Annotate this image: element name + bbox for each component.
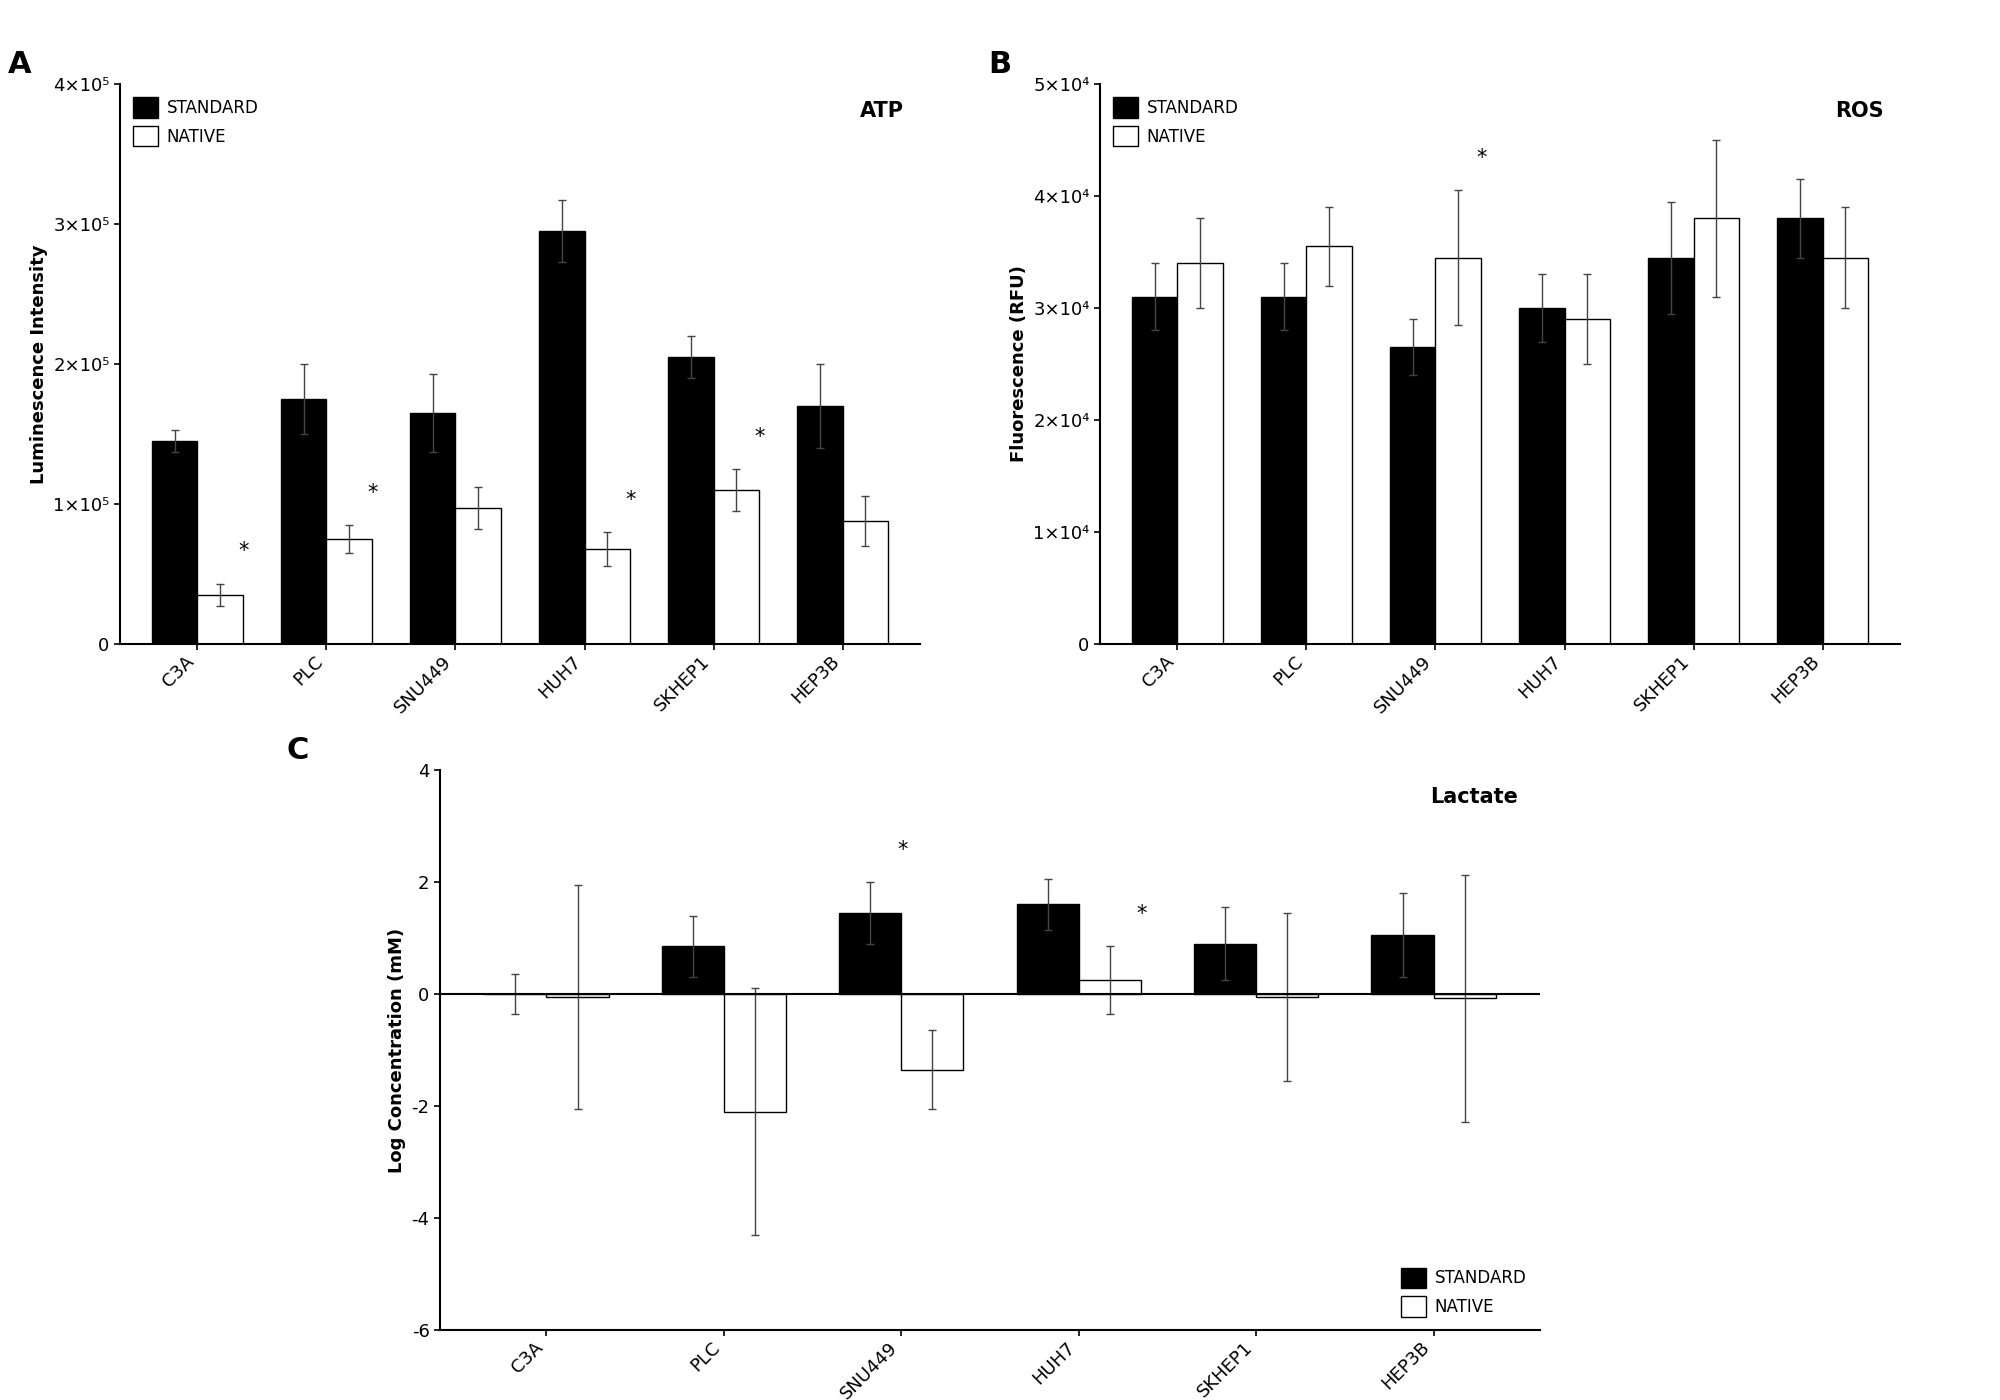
Bar bbox=[152, 441, 198, 644]
Bar bbox=[1564, 319, 1610, 644]
Legend: STANDARD, NATIVE: STANDARD, NATIVE bbox=[1108, 92, 1244, 151]
Text: *: * bbox=[238, 542, 248, 561]
Bar bbox=[1436, 258, 1480, 644]
Text: *: * bbox=[368, 483, 378, 503]
Text: B: B bbox=[988, 50, 1012, 80]
Y-axis label: Log Concentration (mM): Log Concentration (mM) bbox=[388, 927, 406, 1173]
Bar bbox=[1648, 258, 1694, 644]
Bar bbox=[1178, 263, 1222, 644]
Bar bbox=[798, 406, 842, 644]
Bar bbox=[1778, 218, 1822, 644]
Bar bbox=[724, 994, 786, 1112]
Text: *: * bbox=[896, 840, 908, 860]
Bar bbox=[1132, 297, 1178, 644]
Text: A: A bbox=[8, 50, 32, 80]
Bar bbox=[540, 231, 584, 644]
Bar bbox=[1822, 258, 1868, 644]
Bar bbox=[1694, 218, 1738, 644]
Text: Lactate: Lactate bbox=[1430, 787, 1518, 806]
Bar bbox=[842, 521, 888, 644]
Bar bbox=[282, 399, 326, 644]
Legend: STANDARD, NATIVE: STANDARD, NATIVE bbox=[128, 92, 264, 151]
Legend: STANDARD, NATIVE: STANDARD, NATIVE bbox=[1396, 1263, 1532, 1322]
Bar bbox=[1390, 347, 1436, 644]
Bar bbox=[714, 490, 758, 644]
Text: ATP: ATP bbox=[860, 101, 904, 120]
Bar bbox=[1256, 994, 1318, 997]
Bar bbox=[1016, 904, 1078, 994]
Bar bbox=[1078, 980, 1140, 994]
Bar bbox=[1372, 935, 1434, 994]
Text: C: C bbox=[286, 736, 308, 766]
Bar bbox=[662, 946, 724, 994]
Bar bbox=[584, 549, 630, 644]
Text: ROS: ROS bbox=[1836, 101, 1884, 120]
Bar bbox=[410, 413, 456, 644]
Text: *: * bbox=[754, 427, 764, 447]
Text: *: * bbox=[626, 490, 636, 510]
Y-axis label: Fluorescence (RFU): Fluorescence (RFU) bbox=[1010, 266, 1028, 462]
Bar bbox=[902, 994, 964, 1070]
Text: *: * bbox=[1136, 904, 1146, 924]
Bar bbox=[1306, 246, 1352, 644]
Bar bbox=[1194, 944, 1256, 994]
Bar bbox=[1434, 994, 1496, 998]
Bar bbox=[1262, 297, 1306, 644]
Bar bbox=[1520, 308, 1564, 644]
Bar bbox=[840, 913, 902, 994]
Y-axis label: Luminescence Intensity: Luminescence Intensity bbox=[30, 244, 48, 484]
Bar bbox=[668, 357, 714, 644]
Bar bbox=[456, 508, 500, 644]
Bar bbox=[546, 994, 608, 997]
Bar bbox=[326, 539, 372, 644]
Bar bbox=[198, 595, 242, 644]
Text: *: * bbox=[1476, 148, 1486, 168]
